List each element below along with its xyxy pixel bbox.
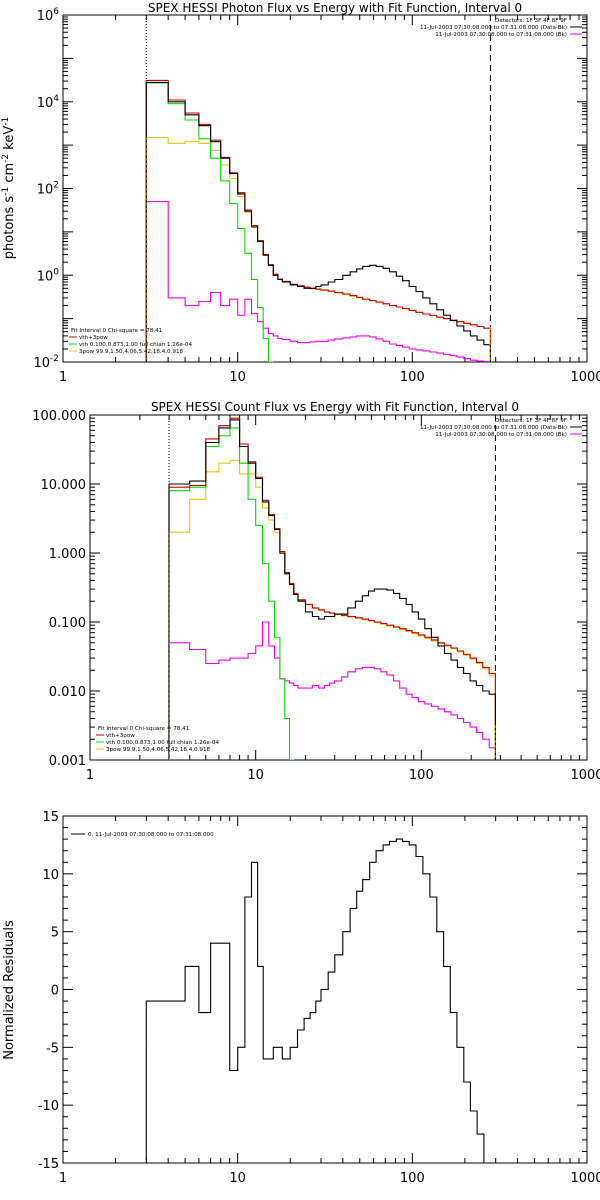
series-line-0 <box>145 838 491 1163</box>
x-tick-label: 1000 <box>570 768 600 783</box>
y-tick-label: -10 <box>38 1099 59 1114</box>
y-axis-label: Normalized Residuals <box>2 920 17 1060</box>
series-line-vth-3pow <box>145 79 491 362</box>
y-tick-label: 10 <box>42 868 59 883</box>
legend-top-entry: 11-Jul-2003 07:30:08.000 to 07:31:08.000… <box>435 432 567 438</box>
plot-frame <box>89 414 588 761</box>
y-tick-label: 100 <box>37 267 60 284</box>
legend-bottom-entry: vth+3pow <box>106 733 135 739</box>
legend-top-entry: 11-Jul-2003 07:30:08.000 to 07:31:08.000… <box>420 25 567 31</box>
y-tick-exponent: 2 <box>53 181 59 191</box>
legend-bottom-entry: vth 0.100,0.873,1.00 full chian 1.26e-04 <box>79 342 192 348</box>
y-tick-label: 100.000 <box>32 409 86 424</box>
legend-bottom-entry: Fit Interval 0 Chi-square = 78.41 <box>71 328 163 334</box>
y-tick-base: 10 <box>37 96 54 111</box>
series-group <box>145 79 491 362</box>
y-tick-label: 5 <box>51 926 59 941</box>
x-tick-label: 1000 <box>570 370 600 385</box>
x-tick-label: 10 <box>247 768 264 783</box>
y-tick-label: 10.000 <box>41 478 87 493</box>
panel-title: SPEX HESSI Count Flux vs Energy with Fit… <box>151 400 519 414</box>
panel-title: SPEX HESSI Photon Flux vs Energy with Fi… <box>148 1 522 15</box>
series-line-data-bk <box>145 81 491 362</box>
legend-bottom-entry: vth 0.100,0.873,1.00 full chian 1.26e-04 <box>106 740 219 746</box>
y-tick-label: 15 <box>42 810 59 825</box>
legend-top-entry: Detectors: 1F 3F 4F 8F 9F <box>495 18 567 24</box>
x-tick-label: 1 <box>59 1171 67 1186</box>
series-group <box>145 838 491 1163</box>
x-tick-label: 100 <box>400 1171 425 1186</box>
count-flux-panel: SPEX HESSI Count Flux vs Energy with Fit… <box>32 400 600 783</box>
y-tick-label: -5 <box>46 1041 59 1056</box>
y-tick-exponent: 4 <box>53 94 59 104</box>
y-tick-label: 0.010 <box>49 685 86 700</box>
series-line-3pow <box>145 136 491 362</box>
y-tick-exponent: -2 <box>50 354 59 364</box>
x-tick-label: 10 <box>229 370 246 385</box>
y-tick-label: 0.001 <box>49 754 86 769</box>
x-tick-label: 100 <box>400 370 425 385</box>
legend-bottom-entry: vth+3pow <box>79 335 108 341</box>
legend-bottom-entry: 3pow 99.9,1.50,4.06,5.42,18.4,0.918 <box>79 349 184 355</box>
y-tick-base: 10 <box>33 356 50 371</box>
y-tick-label: 1.000 <box>49 547 86 562</box>
photon-flux-panel: SPEX HESSI Photon Flux vs Energy with Fi… <box>1 1 600 385</box>
series-line-data-bk <box>168 419 496 760</box>
x-tick-label: 10 <box>229 1171 246 1186</box>
series-group <box>168 417 496 760</box>
y-axis-label: photons s-1 cm-2 keV-1 <box>1 117 17 259</box>
series-line-vth <box>168 427 295 760</box>
legend-top-entry: 0, 11-Jul-2003 07:30:08.000 to 07:31:08.… <box>88 832 214 838</box>
y-tick-label: 104 <box>37 94 60 111</box>
x-tick-label: 100 <box>409 768 434 783</box>
series-line-vth-3pow <box>168 417 496 760</box>
y-tick-label: 0 <box>51 984 59 999</box>
legend-top-entry: 11-Jul-2003 07:30:08.000 to 07:31:08.000… <box>420 425 567 431</box>
y-tick-label: 0.100 <box>49 616 86 631</box>
series-line-vth <box>145 82 274 362</box>
y-tick-label: -15 <box>38 1157 59 1172</box>
y-tick-base: 10 <box>37 9 54 24</box>
y-tick-label: 106 <box>37 7 60 24</box>
legend-bottom-entry: 3pow 99.9,1.50,4.06,5.42,18.4,0.918 <box>106 747 211 753</box>
x-tick-label: 1 <box>86 768 94 783</box>
series-line-bk <box>168 621 496 760</box>
residuals-panel: Normalized Residuals 1 10 100 1000-15-10-50… <box>2 810 600 1186</box>
x-tick-label: 1 <box>59 370 67 385</box>
y-tick-base: 10 <box>37 269 54 284</box>
legend-bottom-entry: Fit Interval 0 Chi-square = 78.41 <box>98 726 190 732</box>
x-tick-label: 1000 <box>570 1171 600 1186</box>
y-tick-base: 10 <box>37 183 54 198</box>
y-tick-label: 102 <box>37 181 59 198</box>
plot-frame <box>62 14 588 363</box>
series-line-3pow <box>168 459 496 760</box>
legend-top-entry: Detectors: 1F 3F 4F 8F 9F <box>495 418 567 424</box>
y-tick-label: 10-2 <box>33 354 59 371</box>
y-tick-exponent: 0 <box>53 267 59 277</box>
series-line-bk <box>145 201 491 362</box>
y-tick-exponent: 6 <box>53 7 59 17</box>
legend-top-entry: 11-Jul-2003 07:30:08.000 to 07:31:08.000… <box>435 32 567 38</box>
